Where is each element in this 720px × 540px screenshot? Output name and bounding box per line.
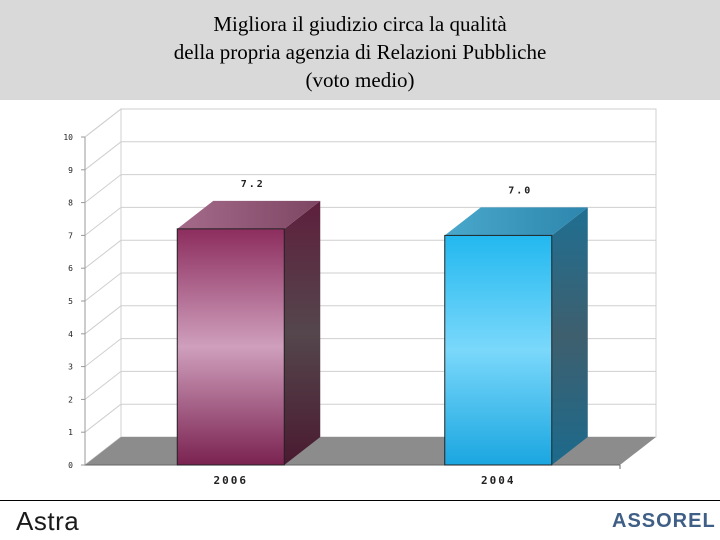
y-tick-label: 0 <box>68 461 73 470</box>
title-line-3: (voto medio) <box>305 68 415 92</box>
footer-divider <box>0 500 720 501</box>
y-tick-label: 3 <box>68 363 73 372</box>
y-tick-label: 4 <box>68 330 73 339</box>
gridline-diagonal <box>84 141 122 171</box>
y-tick-label: 9 <box>68 166 73 175</box>
gridline-diagonal <box>84 272 122 302</box>
gridline-diagonal <box>84 207 122 236</box>
gridline-diagonal <box>84 403 122 433</box>
gridline-diagonal <box>84 371 122 400</box>
y-tick-label: 2 <box>68 395 73 404</box>
data-label: 7.0 <box>508 185 532 196</box>
bar-top <box>177 200 321 229</box>
title-line-2: della propria agenzia di Relazioni Pubbl… <box>173 40 547 64</box>
gridline-diagonal <box>84 174 122 203</box>
x-tick-label: 2004 <box>481 474 516 487</box>
bar-outline <box>444 234 553 466</box>
y-tick-label: 1 <box>68 428 73 437</box>
bar-outline <box>176 228 285 466</box>
title-banner <box>0 0 720 100</box>
bar-side <box>551 207 588 465</box>
assorel-logo: ASSOREL <box>612 510 716 532</box>
y-tick-label: 10 <box>63 133 73 142</box>
bar-chart: 0 1 2 3 4 5 6 7 8 9 10 7.2 2006 7.0 2004 <box>63 107 657 487</box>
bar-front <box>177 228 285 465</box>
y-tick-label: 8 <box>68 199 73 208</box>
data-label: 7.2 <box>241 179 265 190</box>
gridline-diagonal <box>84 305 122 335</box>
bar-side <box>284 200 321 465</box>
gridline-diagonal <box>84 338 122 367</box>
x-tick-label: 2006 <box>214 474 249 487</box>
bars <box>176 200 588 466</box>
y-tick-label: 5 <box>68 297 73 306</box>
y-tick-label: 6 <box>68 264 73 273</box>
gridline-diagonal <box>84 108 122 138</box>
y-tick-label: 7 <box>68 231 73 240</box>
title-line-1: Migliora il giudizio circa la qualità <box>213 12 507 36</box>
chart-title: Migliora il giudizio circa la qualità de… <box>0 10 720 94</box>
bar-2006 <box>176 200 321 466</box>
bar-front <box>444 235 552 465</box>
astra-logo: Astra <box>16 506 80 536</box>
labels: 0 1 2 3 4 5 6 7 8 9 10 7.2 2006 7.0 2004 <box>63 133 532 487</box>
bar-top <box>444 207 588 236</box>
bar-2004 <box>444 207 588 466</box>
gridline-diagonal <box>84 239 122 269</box>
